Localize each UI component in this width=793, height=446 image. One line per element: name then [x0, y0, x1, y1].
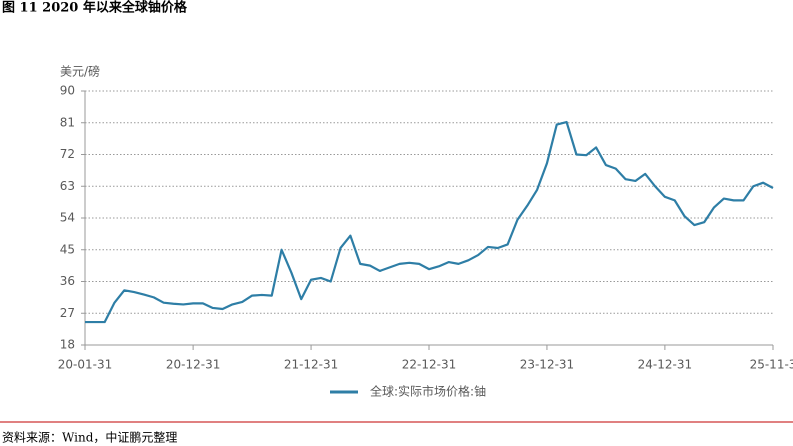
y-axis-label: 美元/磅: [60, 64, 100, 79]
y-tick-label: 63: [60, 179, 75, 193]
y-tick-label: 81: [60, 115, 75, 129]
chart-title: 图 11 2020 年以来全球铀价格: [2, 0, 188, 16]
y-tick-label: 72: [60, 147, 75, 161]
x-tick-label: 23-12-31: [520, 358, 574, 372]
line-series: [85, 120, 774, 324]
x-tick-label: 24-12-31: [638, 358, 692, 372]
x-tick-label: 22-12-31: [402, 358, 456, 372]
x-tick-label: 20-01-31: [58, 358, 112, 372]
y-tick-label: 18: [60, 338, 75, 352]
y-tick-label: 36: [60, 274, 75, 288]
y-tick-label: 45: [60, 242, 75, 256]
y-tick-label: 90: [60, 84, 75, 98]
x-tick-label: 21-12-31: [284, 358, 338, 372]
x-tick-label: 25-11-3: [750, 358, 793, 372]
y-tick-label: 54: [60, 211, 75, 225]
x-tick-label: 20-12-31: [166, 358, 220, 372]
legend-label: 全球:实际市场价格:铀: [370, 384, 486, 399]
source-note: 资料来源：Wind，中证鹏元整理: [2, 430, 177, 445]
y-tick-label: 27: [60, 306, 75, 320]
